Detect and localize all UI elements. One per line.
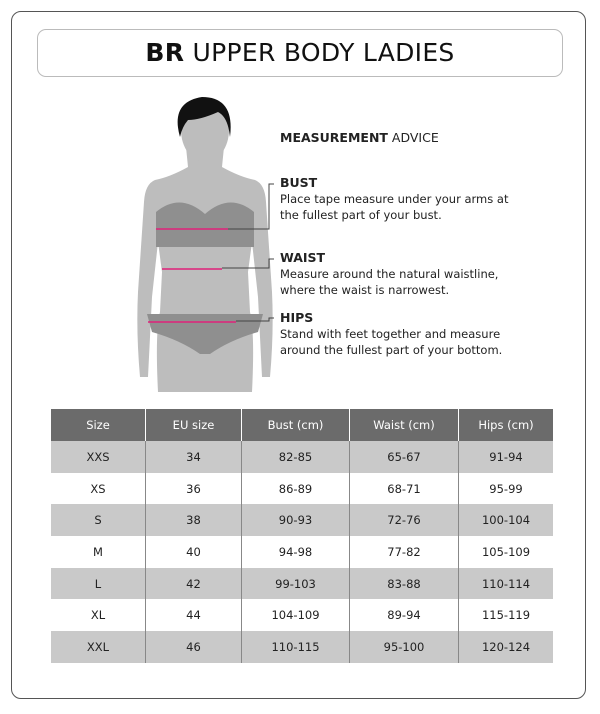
cell-waist: 65-67 bbox=[349, 441, 459, 473]
cell-eu-size: 40 bbox=[145, 536, 242, 568]
cell-size: XS bbox=[51, 472, 146, 505]
cell-hips: 110-114 bbox=[458, 567, 553, 600]
cell-waist: 72-76 bbox=[349, 504, 459, 537]
page-title: BR UPPER BODY LADIES bbox=[37, 29, 563, 77]
size-table: Size EU size Bust (cm) Waist (cm) Hips (… bbox=[51, 409, 553, 663]
cell-eu-size: 38 bbox=[145, 504, 242, 537]
cell-bust: 99-103 bbox=[241, 567, 350, 600]
cell-eu-size: 34 bbox=[145, 441, 242, 473]
cell-bust: 104-109 bbox=[241, 599, 350, 632]
cell-size: L bbox=[51, 567, 146, 600]
header-bust: Bust (cm) bbox=[241, 409, 350, 441]
cell-size: XXS bbox=[51, 441, 146, 473]
hair bbox=[177, 97, 231, 137]
cell-size: XXL bbox=[51, 631, 146, 663]
hips-leader bbox=[236, 317, 274, 322]
size-chart-frame bbox=[11, 11, 586, 699]
cell-bust: 110-115 bbox=[241, 631, 350, 663]
header-waist: Waist (cm) bbox=[349, 409, 459, 441]
cell-bust: 94-98 bbox=[241, 536, 350, 568]
cell-eu-size: 44 bbox=[145, 599, 242, 632]
table-row: L 42 99-103 83-88 110-114 bbox=[51, 567, 553, 600]
header-hips: Hips (cm) bbox=[458, 409, 553, 441]
cell-hips: 91-94 bbox=[458, 441, 553, 473]
body-figure-illustration bbox=[137, 97, 273, 392]
table-row: M 40 94-98 77-82 105-109 bbox=[51, 536, 553, 568]
cell-hips: 95-99 bbox=[458, 472, 553, 505]
cell-waist: 83-88 bbox=[349, 567, 459, 600]
cell-bust: 86-89 bbox=[241, 472, 350, 505]
header-eu-size: EU size bbox=[145, 409, 242, 441]
cell-eu-size: 46 bbox=[145, 631, 242, 663]
cell-bust: 90-93 bbox=[241, 504, 350, 537]
cell-bust: 82-85 bbox=[241, 441, 350, 473]
table-row: S 38 90-93 72-76 100-104 bbox=[51, 504, 553, 537]
cell-size: S bbox=[51, 504, 146, 537]
waist-leader bbox=[222, 258, 274, 269]
advice-bust: BUST Place tape measure under your arms a… bbox=[280, 175, 509, 222]
advice-waist: WAIST Measure around the natural waistlin… bbox=[280, 250, 499, 297]
table-header-row: Size EU size Bust (cm) Waist (cm) Hips (… bbox=[51, 409, 553, 441]
cell-hips: 100-104 bbox=[458, 504, 553, 537]
title-brand: BR bbox=[145, 38, 185, 67]
cell-waist: 68-71 bbox=[349, 472, 459, 505]
briefs bbox=[147, 314, 263, 354]
header-size: Size bbox=[51, 409, 146, 441]
table-row: XL 44 104-109 89-94 115-119 bbox=[51, 599, 553, 632]
leader-lines bbox=[222, 183, 274, 322]
cell-hips: 115-119 bbox=[458, 599, 553, 632]
cell-eu-size: 36 bbox=[145, 472, 242, 505]
cell-waist: 77-82 bbox=[349, 536, 459, 568]
cell-size: XL bbox=[51, 599, 146, 632]
table-row: XXS 34 82-85 65-67 91-94 bbox=[51, 441, 553, 473]
cell-waist: 95-100 bbox=[349, 631, 459, 663]
cell-size: M bbox=[51, 536, 146, 568]
advice-hips: HIPS Stand with feet together and measure… bbox=[280, 310, 503, 357]
title-text: UPPER BODY LADIES bbox=[192, 38, 455, 67]
bust-leader bbox=[228, 183, 274, 230]
measurement-advice-heading: MEASUREMENT ADVICE bbox=[280, 130, 439, 145]
cell-waist: 89-94 bbox=[349, 599, 459, 632]
table-row: XS 36 86-89 68-71 95-99 bbox=[51, 472, 553, 505]
cell-eu-size: 42 bbox=[145, 567, 242, 600]
cell-hips: 120-124 bbox=[458, 631, 553, 663]
cell-hips: 105-109 bbox=[458, 536, 553, 568]
bra bbox=[156, 202, 254, 247]
table-row: XXL 46 110-115 95-100 120-124 bbox=[51, 631, 553, 663]
